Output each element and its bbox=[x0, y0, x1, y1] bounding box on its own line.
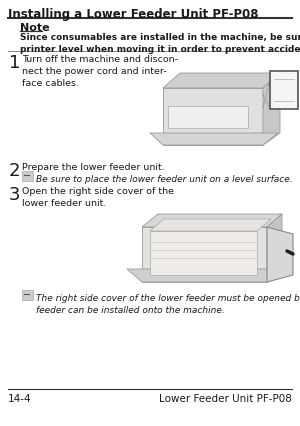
Polygon shape bbox=[150, 219, 271, 231]
Text: Since consumables are installed in the machine, be sure to keep the
printer leve: Since consumables are installed in the m… bbox=[20, 33, 300, 54]
Text: 14-4: 14-4 bbox=[8, 393, 32, 403]
Text: Prepare the lower feeder unit.: Prepare the lower feeder unit. bbox=[22, 163, 165, 172]
Text: 1: 1 bbox=[9, 54, 20, 72]
FancyBboxPatch shape bbox=[270, 72, 298, 110]
Polygon shape bbox=[127, 269, 282, 282]
Text: The right side cover of the lower feeder must be opened before the
feeder can be: The right side cover of the lower feeder… bbox=[36, 294, 300, 314]
Polygon shape bbox=[267, 215, 282, 282]
Text: 2: 2 bbox=[9, 161, 20, 180]
Text: Be sure to place the lower feeder unit on a level surface.: Be sure to place the lower feeder unit o… bbox=[36, 175, 292, 184]
Polygon shape bbox=[263, 74, 280, 146]
Text: Note: Note bbox=[20, 23, 50, 33]
Text: Turn off the machine and discon-
nect the power cord and inter-
face cables.: Turn off the machine and discon- nect th… bbox=[22, 55, 178, 87]
Polygon shape bbox=[150, 231, 257, 275]
Text: Open the right side cover of the
lower feeder unit.: Open the right side cover of the lower f… bbox=[22, 187, 174, 207]
Text: Installing a Lower Feeder Unit PF-P08: Installing a Lower Feeder Unit PF-P08 bbox=[8, 8, 259, 21]
Text: Lower Feeder Unit PF-P08: Lower Feeder Unit PF-P08 bbox=[159, 393, 292, 403]
FancyBboxPatch shape bbox=[22, 290, 32, 300]
Polygon shape bbox=[142, 227, 267, 282]
FancyBboxPatch shape bbox=[168, 107, 248, 129]
Polygon shape bbox=[163, 89, 263, 146]
Polygon shape bbox=[150, 134, 278, 146]
Polygon shape bbox=[267, 227, 293, 282]
Polygon shape bbox=[142, 215, 282, 227]
Polygon shape bbox=[163, 74, 280, 89]
FancyBboxPatch shape bbox=[22, 171, 32, 181]
Text: 3: 3 bbox=[9, 186, 20, 204]
